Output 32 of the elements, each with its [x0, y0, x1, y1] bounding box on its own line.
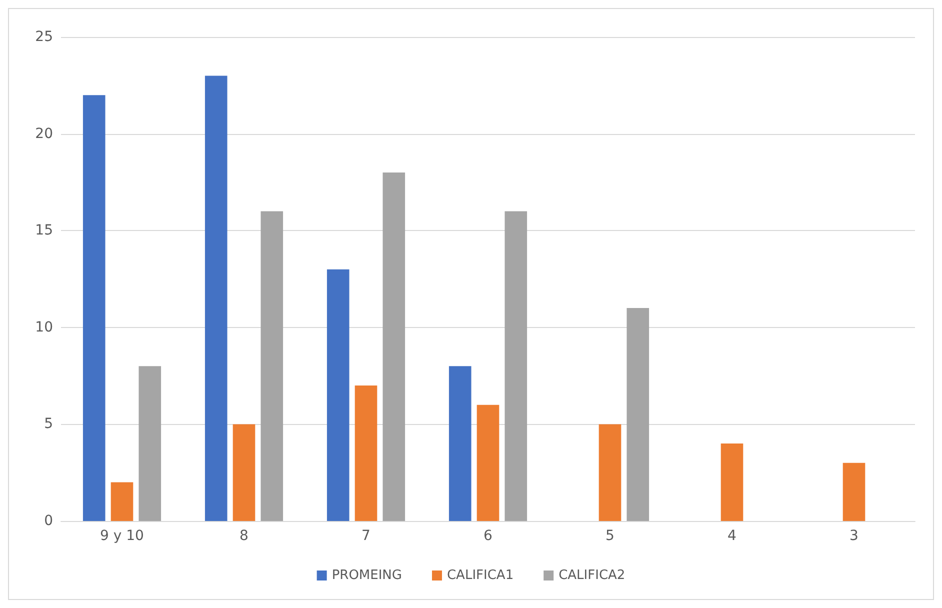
- bar: [476, 404, 500, 521]
- legend-label: CALIFICA1: [446, 568, 514, 583]
- y-tick-label: 5: [44, 416, 53, 432]
- bar: [382, 172, 406, 521]
- bar: [204, 76, 228, 521]
- bar: [326, 269, 350, 521]
- y-tick-label: 10: [35, 319, 53, 336]
- bar: [138, 366, 162, 521]
- x-tick-label: 8: [240, 528, 248, 544]
- bar: [354, 385, 378, 521]
- bar: [598, 424, 622, 521]
- x-tick-label: 5: [606, 528, 614, 544]
- legend-label: PROMEING: [332, 568, 402, 583]
- x-tick-label: 4: [728, 528, 737, 544]
- x-tick-label: 7: [362, 528, 370, 544]
- x-tick-label: 9 y 10: [100, 528, 144, 544]
- y-tick-label: 0: [44, 513, 53, 529]
- bar: [720, 444, 744, 521]
- x-tick-label: 3: [850, 528, 858, 544]
- bar: [82, 95, 106, 521]
- bar: [504, 211, 528, 521]
- legend-label: CALIFICA2: [558, 568, 626, 583]
- bar: [842, 462, 866, 521]
- bar: [626, 308, 650, 521]
- bar: [448, 366, 472, 521]
- bar: [260, 211, 284, 521]
- bar: [232, 424, 256, 521]
- x-tick-label: 6: [484, 528, 493, 544]
- bar: [110, 482, 134, 521]
- y-tick-label: 25: [35, 29, 53, 45]
- y-tick-label: 15: [35, 222, 53, 239]
- y-tick-label: 20: [35, 126, 53, 142]
